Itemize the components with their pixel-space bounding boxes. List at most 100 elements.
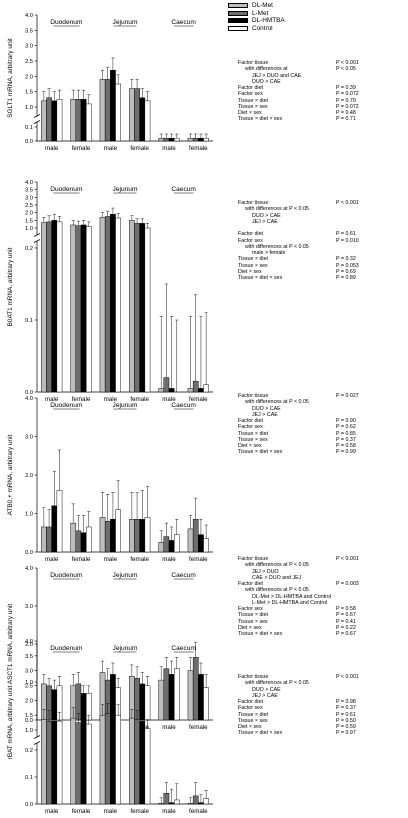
statistic-row: JEJ > CAE: [238, 412, 404, 418]
statistic-label: Diet × sex: [238, 724, 262, 730]
statistic-row: DUO > CAE: [238, 687, 404, 693]
bar: [99, 217, 106, 393]
bar: [158, 388, 165, 393]
statistic-row: with differences at P < 0.05: [238, 680, 404, 686]
sex-label: male: [162, 724, 176, 731]
statistic-label: Factor sex: [238, 91, 263, 98]
statistic-value: P < 0.001: [336, 674, 359, 680]
statistic-label: Tissue × diet: [238, 97, 268, 104]
statistics-block-1: Factor tissue P < 0.001 with differences a…: [238, 60, 404, 123]
statistic-row: Factor diet P = 0.39: [238, 85, 404, 91]
sex-label: male: [104, 396, 118, 403]
statistic-value: P < 0.001: [336, 556, 359, 562]
bar: [168, 540, 175, 553]
sex-label: female: [189, 556, 208, 563]
sex-label: female: [130, 396, 149, 403]
bar: [163, 536, 170, 553]
statistic-label: with differences at P < 0.05: [245, 562, 309, 569]
bar: [104, 79, 111, 142]
bar: [173, 799, 180, 805]
statistic-label: JEJ > CAE: [252, 692, 278, 699]
y-tick-label: 0.0: [25, 139, 33, 145]
tissue-header: Jejunum: [113, 402, 138, 409]
statistic-row: Factor tissue P = 0.027: [238, 393, 404, 399]
legend-swatch: [228, 18, 248, 24]
statistic-label: Tissue × diet: [238, 612, 268, 619]
bar: [198, 674, 204, 721]
bar: [198, 534, 204, 553]
statistic-label: Diet × sex: [238, 443, 262, 449]
bar: [158, 137, 165, 142]
bar: [192, 137, 199, 142]
y-tick-label: 3.0: [25, 435, 33, 441]
statistic-row: Factor sex P = 0.072: [238, 91, 404, 97]
statistic-label: L-Met > DL-HMTBA and Control: [252, 599, 328, 606]
statistic-label: DUO > CAE: [252, 78, 281, 85]
bar: [192, 795, 199, 805]
statistic-row: with differences at P < 0.05: [238, 587, 404, 593]
y-tick-label: 2.0: [25, 473, 33, 479]
y-tick-label: 2.5: [25, 684, 33, 690]
tissue-header: Caecum: [171, 572, 196, 579]
statistic-label: JEJ > CAE: [252, 411, 278, 418]
bar: [203, 538, 209, 553]
tissue-header: Duodenum: [50, 186, 83, 193]
sex-label: male: [45, 396, 59, 403]
statistic-label: with differences at P < 0.05: [245, 587, 309, 594]
bar: [168, 802, 175, 805]
tissue-header: Caecum: [171, 19, 196, 26]
bar: [139, 97, 146, 142]
statistic-row: Factor diet P = 0.003: [238, 581, 404, 587]
statistic-value: P = 0.027: [336, 393, 359, 399]
statistic-label: Factor sex: [238, 237, 263, 244]
statistic-value: P = 0.39: [336, 85, 356, 91]
y-tick-label: 2.0: [25, 211, 33, 217]
tissue-header: Caecum: [171, 186, 196, 193]
sex-label: male: [162, 556, 176, 563]
statistic-row: DUO > CAE: [238, 213, 404, 219]
statistic-row: Factor sex P = 0.58: [238, 606, 404, 612]
statistic-label: Tissue × diet × sex: [238, 449, 283, 456]
y-tick-label: 3.5: [25, 188, 33, 194]
y-tick-label: 1.0: [25, 105, 33, 111]
statistic-row: Factor tissue P < 0.001: [238, 200, 404, 206]
y-tick-label: 0.2: [25, 246, 33, 252]
statistic-value: P = 0.32: [336, 256, 356, 263]
legend-label: Control: [252, 24, 273, 32]
bar: [168, 674, 175, 721]
bar: [144, 685, 151, 721]
bar: [134, 519, 140, 553]
bar: [134, 719, 140, 805]
statistic-value: P = 0.072: [336, 103, 359, 110]
bar: [173, 137, 180, 142]
bar: [80, 99, 87, 142]
legend-item: DL-HMTBA: [228, 17, 285, 25]
bar: [80, 717, 87, 805]
y-tick-label: 2.0: [25, 642, 33, 648]
bar: [192, 380, 199, 393]
y-tick-label: 3.5: [25, 28, 33, 34]
statistic-value: P = 0.97: [336, 730, 356, 737]
statistic-label: Factor diet: [238, 418, 264, 424]
statistic-row: Tissue × diet P = 0.61: [238, 712, 404, 718]
statistic-label: Tissue × sex: [238, 262, 268, 269]
bar: [115, 714, 121, 805]
statistic-value: P = 0.67: [336, 631, 356, 637]
statistic-label: Factor tissue: [238, 60, 269, 66]
statistic-row: Diet × sex P = 0.58: [238, 443, 404, 449]
bar: [115, 509, 121, 553]
legend: DL-Met L-Met DL-HMTBA Control: [228, 2, 285, 32]
statistic-value: P = 0.62: [336, 424, 356, 431]
statistic-label: Factor diet: [238, 581, 264, 587]
legend-item: DL-Met: [228, 2, 285, 10]
statistic-row: JEJ > CAE: [238, 693, 404, 699]
statistic-row: Factor sex P = 0.010: [238, 238, 404, 244]
statistic-row: with differences at P < 0.05: [238, 399, 404, 405]
sex-label: male: [45, 556, 59, 563]
sex-label: male: [104, 145, 118, 152]
y-axis-label: ATB0,+ mRNA, arbitrary unit: [7, 434, 14, 515]
statistic-row: Tissue × diet P = 0.85: [238, 431, 404, 437]
bar: [70, 99, 77, 142]
y-tick-label: 3.0: [25, 669, 33, 675]
bar: [85, 526, 92, 553]
